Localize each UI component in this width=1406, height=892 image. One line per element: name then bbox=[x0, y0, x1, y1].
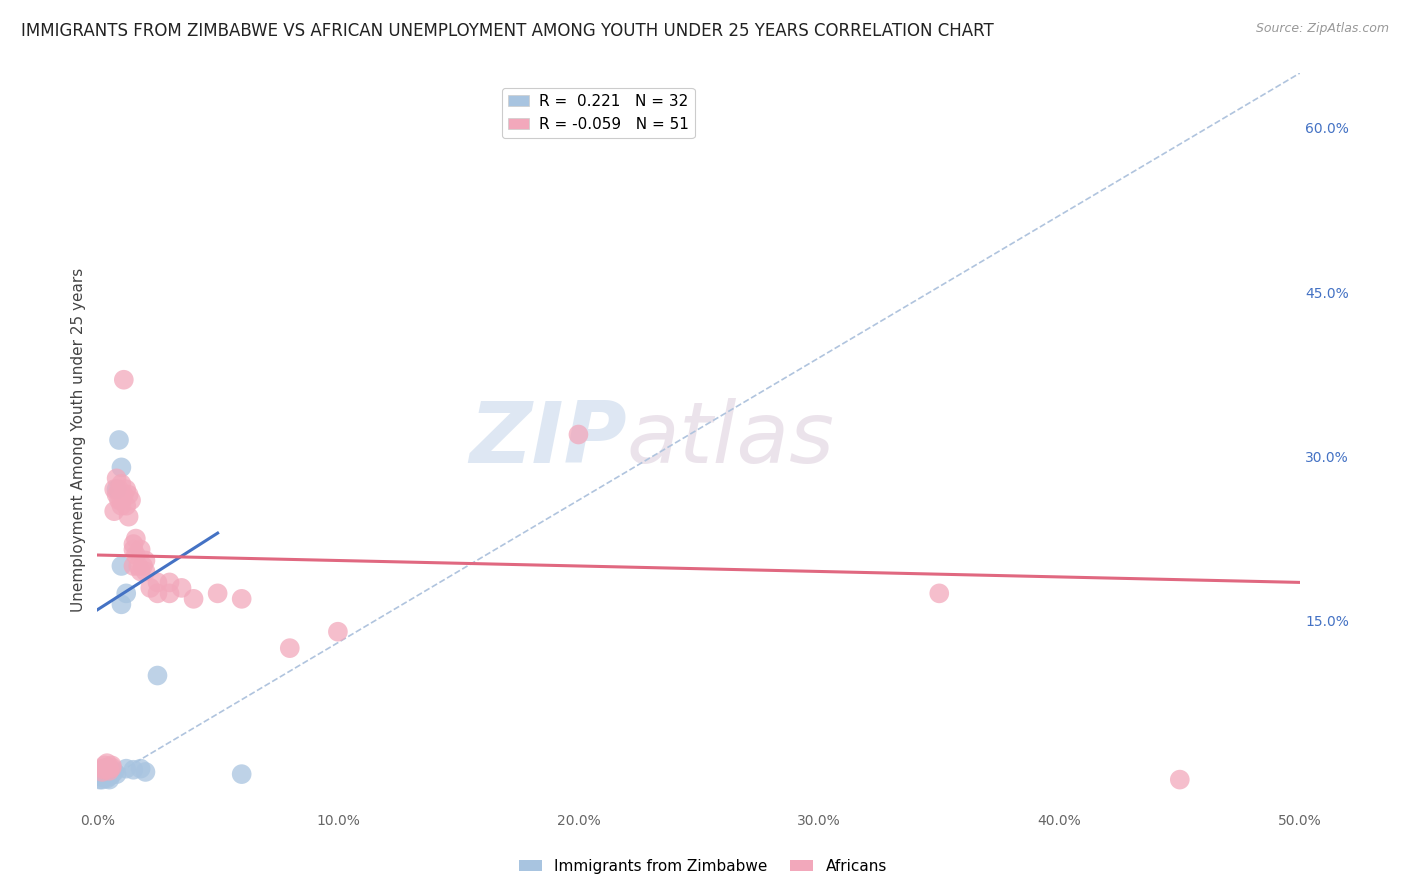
Text: Source: ZipAtlas.com: Source: ZipAtlas.com bbox=[1256, 22, 1389, 36]
Point bbox=[278, 641, 301, 656]
Point bbox=[98, 769, 121, 783]
Point bbox=[98, 762, 121, 776]
Point bbox=[132, 559, 155, 574]
Text: IMMIGRANTS FROM ZIMBABWE VS AFRICAN UNEMPLOYMENT AMONG YOUTH UNDER 25 YEARS CORR: IMMIGRANTS FROM ZIMBABWE VS AFRICAN UNEM… bbox=[21, 22, 994, 40]
Point bbox=[115, 586, 138, 600]
Point bbox=[134, 553, 156, 567]
Point bbox=[108, 433, 131, 447]
Point bbox=[1168, 772, 1191, 787]
Point bbox=[117, 488, 139, 502]
Point bbox=[110, 499, 132, 513]
Point bbox=[93, 762, 115, 776]
Y-axis label: Unemployment Among Youth under 25 years: Unemployment Among Youth under 25 years bbox=[72, 268, 86, 612]
Point bbox=[98, 772, 121, 787]
Point bbox=[96, 756, 118, 771]
Point bbox=[115, 499, 138, 513]
Point bbox=[159, 575, 181, 590]
Point bbox=[928, 586, 950, 600]
Point bbox=[117, 509, 139, 524]
Point bbox=[112, 373, 135, 387]
Point bbox=[93, 769, 115, 783]
Point bbox=[101, 760, 124, 774]
Point bbox=[231, 591, 253, 606]
Point bbox=[103, 504, 125, 518]
Point bbox=[134, 764, 156, 779]
Point bbox=[146, 668, 169, 682]
Point bbox=[96, 760, 118, 774]
Legend: Immigrants from Zimbabwe, Africans: Immigrants from Zimbabwe, Africans bbox=[513, 853, 893, 880]
Text: atlas: atlas bbox=[627, 399, 835, 482]
Point bbox=[122, 763, 145, 777]
Point bbox=[231, 767, 253, 781]
Point bbox=[127, 559, 149, 574]
Point bbox=[129, 542, 152, 557]
Point bbox=[110, 476, 132, 491]
Point bbox=[129, 565, 152, 579]
Point bbox=[89, 769, 111, 783]
Point bbox=[122, 542, 145, 557]
Point bbox=[146, 586, 169, 600]
Point bbox=[105, 471, 128, 485]
Point bbox=[110, 597, 132, 611]
Point bbox=[96, 772, 118, 786]
Point bbox=[159, 586, 181, 600]
Point bbox=[101, 767, 124, 781]
Point bbox=[101, 758, 124, 772]
Point bbox=[98, 764, 121, 778]
Point bbox=[125, 532, 148, 546]
Point bbox=[103, 764, 125, 779]
Point bbox=[120, 493, 142, 508]
Point bbox=[103, 483, 125, 497]
Point bbox=[115, 483, 138, 497]
Point bbox=[122, 559, 145, 574]
Point bbox=[105, 488, 128, 502]
Text: ZIP: ZIP bbox=[470, 399, 627, 482]
Point bbox=[91, 762, 114, 776]
Point bbox=[146, 575, 169, 590]
Point bbox=[108, 493, 131, 508]
Point bbox=[122, 537, 145, 551]
Point bbox=[112, 488, 135, 502]
Point bbox=[93, 763, 115, 777]
Point bbox=[91, 772, 114, 787]
Point bbox=[108, 483, 131, 497]
Point bbox=[93, 758, 115, 772]
Point bbox=[96, 760, 118, 774]
Point bbox=[89, 772, 111, 787]
Point bbox=[91, 771, 114, 785]
Point bbox=[326, 624, 349, 639]
Point bbox=[115, 762, 138, 776]
Point bbox=[129, 762, 152, 776]
Point bbox=[91, 767, 114, 781]
Point bbox=[110, 559, 132, 574]
Point bbox=[567, 427, 589, 442]
Legend: R =  0.221   N = 32, R = -0.059   N = 51: R = 0.221 N = 32, R = -0.059 N = 51 bbox=[502, 88, 695, 138]
Point bbox=[183, 591, 205, 606]
Point bbox=[98, 764, 121, 779]
Point bbox=[93, 768, 115, 782]
Point bbox=[96, 767, 118, 781]
Point bbox=[101, 763, 124, 777]
Point bbox=[91, 764, 114, 779]
Point bbox=[91, 764, 114, 779]
Point bbox=[170, 581, 193, 595]
Point bbox=[134, 565, 156, 579]
Point bbox=[139, 581, 162, 595]
Point bbox=[93, 764, 115, 779]
Point bbox=[105, 483, 128, 497]
Point bbox=[125, 548, 148, 562]
Point bbox=[110, 460, 132, 475]
Point bbox=[110, 493, 132, 508]
Point bbox=[207, 586, 229, 600]
Point bbox=[105, 767, 128, 781]
